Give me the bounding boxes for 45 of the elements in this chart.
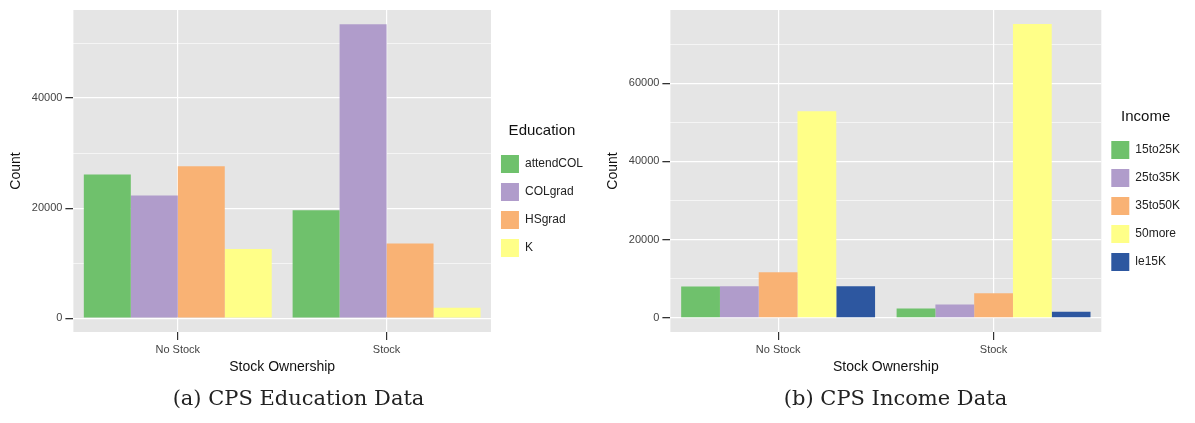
bar xyxy=(130,195,178,318)
bar xyxy=(386,243,434,318)
text: (a) CPS Education Data xyxy=(172,386,425,410)
bar xyxy=(292,210,340,318)
legend-label: K xyxy=(524,240,533,255)
legend-title: Education xyxy=(508,120,576,138)
x-tick-label: Stock xyxy=(979,342,1008,355)
y-tick-label: 20000 xyxy=(628,232,660,245)
y-tick-label: 40000 xyxy=(628,154,660,167)
bar xyxy=(339,24,387,318)
text: (b) CPS Income Data xyxy=(783,386,1008,410)
y-tick-label: 0 xyxy=(56,311,63,324)
y-tick-label: 20000 xyxy=(31,201,63,214)
y-axis-title: Count xyxy=(7,152,24,190)
x-tick-label: No Stock xyxy=(755,342,801,355)
y-axis-title: Count xyxy=(604,152,621,190)
bar xyxy=(935,304,975,318)
legend-label: attendCOL xyxy=(524,156,584,171)
legend-label: COLgrad xyxy=(524,184,574,199)
x-axis-title: Stock Ownership xyxy=(229,358,336,375)
x-axis-title: Stock Ownership xyxy=(832,358,939,375)
legend-label: le15K xyxy=(1135,254,1166,269)
bar xyxy=(83,174,131,318)
bar xyxy=(758,272,798,318)
y-tick-label: 40000 xyxy=(31,91,63,104)
legend-label: 35to50K xyxy=(1135,198,1181,213)
bar xyxy=(1012,24,1052,318)
legend-label: HSgrad xyxy=(524,212,566,227)
bar xyxy=(433,307,481,318)
legend-label: 15to25K xyxy=(1135,142,1181,157)
bar xyxy=(974,293,1013,318)
bar xyxy=(896,308,936,318)
bar xyxy=(224,248,272,318)
y-tick-label: 60000 xyxy=(628,76,660,89)
legend-title: Income xyxy=(1121,106,1171,124)
legend-label: 50more xyxy=(1135,226,1177,241)
bar xyxy=(836,286,876,318)
bar xyxy=(797,111,837,318)
y-tick-label: 0 xyxy=(653,310,660,323)
x-tick-label: Stock xyxy=(372,342,401,355)
x-tick-label: No Stock xyxy=(155,342,201,355)
bar xyxy=(681,286,720,318)
bar xyxy=(719,286,759,318)
bar xyxy=(177,166,225,318)
legend-label: 25to35K xyxy=(1135,170,1181,185)
